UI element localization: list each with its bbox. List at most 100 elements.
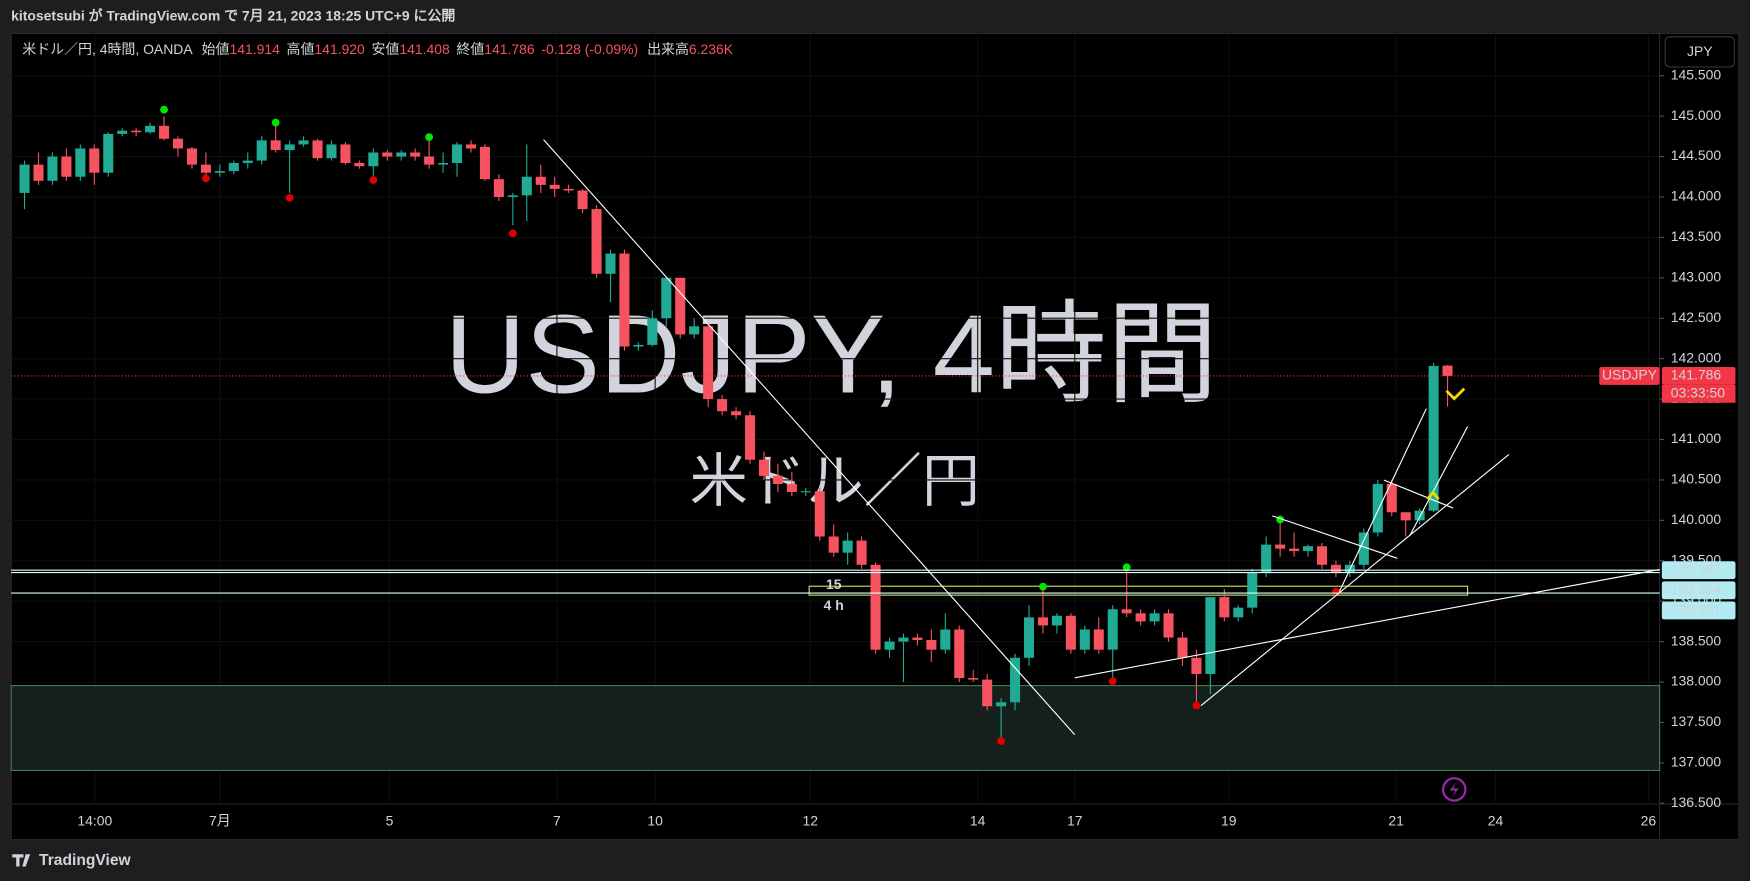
watermark-sub: 米ドル／円 — [690, 449, 980, 514]
candle-body — [1428, 365, 1439, 511]
candle-body — [786, 483, 797, 493]
y-tick-label: 136.500 — [1671, 794, 1722, 810]
legend-label: 安値 — [371, 41, 399, 57]
candle-body — [521, 176, 532, 196]
y-tick-label: 138.000 — [1671, 673, 1722, 689]
candle-body — [465, 144, 477, 149]
candle-body — [884, 641, 895, 650]
candle-body — [731, 411, 742, 416]
candle-body — [1107, 609, 1118, 650]
candle-body — [605, 253, 616, 274]
pivot-dot — [425, 133, 434, 142]
pivot-dot — [1332, 587, 1340, 596]
candle-body — [131, 130, 142, 133]
plot — [11, 105, 1660, 745]
candle-body — [703, 326, 714, 400]
candle-body — [1275, 544, 1286, 549]
y-tick-label: 137.000 — [1671, 754, 1722, 770]
candle-body — [828, 536, 839, 553]
candle-body — [1023, 617, 1035, 658]
pivot-dot — [1039, 582, 1047, 591]
candle-body — [1386, 483, 1397, 513]
y-tick-label: 137.500 — [1671, 713, 1722, 729]
legend-label: 出来高 — [647, 41, 689, 57]
candle-body — [689, 326, 700, 335]
pivot-dot — [369, 176, 378, 184]
alert-icon[interactable] — [1441, 777, 1467, 802]
price-label-box — [1661, 581, 1736, 600]
candle-body — [1261, 544, 1272, 573]
candle-body — [214, 171, 225, 173]
candle-body — [382, 152, 393, 157]
legend-label: 終値 — [456, 41, 484, 57]
axis-labels: 136.500137.000137.500138.000138.500139.0… — [77, 66, 1736, 829]
y-tick-label: 140.000 — [1671, 511, 1722, 527]
candle-body — [284, 144, 295, 151]
candle-body — [563, 188, 574, 191]
candle-body — [507, 195, 518, 197]
currency-button[interactable] — [1664, 36, 1735, 68]
x-tick-label: 24 — [1488, 813, 1504, 829]
pivot-dot — [202, 174, 210, 183]
candle-body — [1219, 597, 1230, 618]
candle-body — [424, 156, 435, 165]
candle-body — [326, 144, 337, 159]
check-marks — [1426, 387, 1466, 501]
brand-logo — [12, 854, 31, 867]
candle-body — [1010, 657, 1021, 703]
candle-body — [1400, 512, 1411, 521]
countdown: 03:33:50 — [1671, 385, 1725, 401]
candle-body — [1414, 510, 1425, 521]
y-tick-label: 145.000 — [1671, 107, 1722, 123]
candle-body — [172, 138, 184, 149]
y-tick-label: 144.000 — [1671, 188, 1722, 204]
candle-body — [577, 190, 588, 210]
symbol: 米ドル／円, 4時間, OANDA — [22, 41, 193, 57]
candle-body — [1065, 615, 1076, 650]
symbol-label: USDJPY — [1602, 367, 1657, 383]
annotation: 15 — [826, 576, 842, 592]
candle-body — [744, 415, 756, 460]
x-tick-label: 7月 — [209, 813, 231, 829]
candle-body — [75, 148, 86, 177]
candle-body — [758, 459, 769, 476]
candle-body — [159, 125, 170, 139]
candle-body — [479, 146, 490, 180]
legend-label: 高値 — [287, 41, 315, 57]
candle-body — [717, 399, 728, 412]
trend-line — [1272, 515, 1398, 559]
candle-body — [1177, 637, 1188, 658]
candle-body — [1121, 609, 1132, 614]
candle-body — [298, 140, 309, 145]
candle-body — [228, 163, 239, 172]
candle-body — [117, 130, 128, 134]
level-box — [808, 585, 1469, 596]
price-label-box — [1661, 561, 1736, 580]
x-tick-label: 17 — [1067, 813, 1083, 829]
price-label: 139.383 — [1671, 561, 1722, 577]
candle-body — [647, 318, 658, 345]
candle-body — [535, 176, 546, 185]
candle-body — [856, 540, 867, 565]
candle-body — [103, 133, 114, 173]
x-tick-label: 12 — [803, 813, 819, 829]
candle-body — [982, 679, 993, 707]
candle-body — [242, 160, 253, 164]
legend-value: 141.914 — [229, 41, 280, 57]
legend-change: -0.128 (-0.09%) — [541, 41, 638, 57]
candle-body — [61, 156, 72, 177]
currency-label[interactable]: JPY — [1687, 43, 1713, 59]
annotation: 4 h — [824, 597, 844, 613]
x-tick-label: 21 — [1388, 813, 1404, 829]
candle-body — [438, 163, 449, 165]
candle-body — [1037, 617, 1048, 626]
candle-body — [1289, 548, 1300, 552]
candle-body — [912, 637, 923, 640]
y-tick-label: 138.500 — [1671, 632, 1722, 648]
candle-body — [33, 164, 44, 181]
candle-body — [1191, 657, 1202, 674]
candle-body — [996, 702, 1007, 707]
candle-body — [926, 640, 937, 650]
